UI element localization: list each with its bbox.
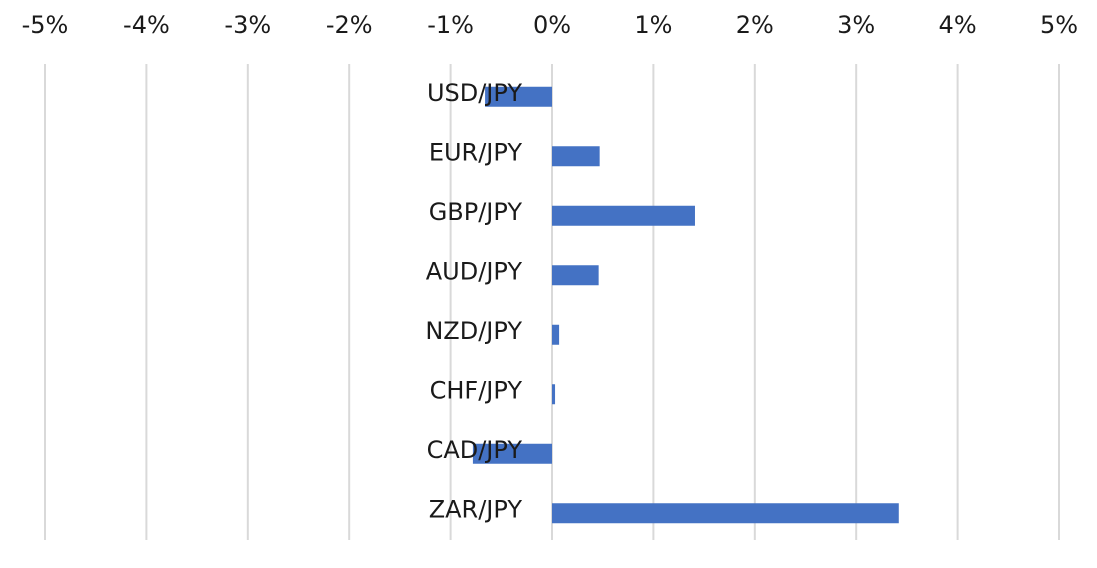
- bar: [552, 205, 695, 226]
- x-tick-label: -4%: [123, 11, 170, 39]
- x-tick-label: 3%: [837, 11, 875, 39]
- category-label: ZAR/JPY: [429, 495, 523, 523]
- x-tick-label: -2%: [326, 11, 373, 39]
- bar: [472, 443, 552, 464]
- gridlines: [44, 64, 1060, 540]
- bar: [552, 265, 599, 286]
- category-label: CHF/JPY: [430, 376, 523, 404]
- x-tick-label: 0%: [533, 11, 571, 39]
- x-tick-label: 4%: [939, 11, 977, 39]
- bar: [485, 86, 552, 107]
- category-label: AUD/JPY: [426, 257, 523, 285]
- x-tick-label: 5%: [1040, 11, 1078, 39]
- x-tick-label: -3%: [224, 11, 271, 39]
- bar: [552, 503, 899, 524]
- category-labels: USD/JPY EUR/JPY GBP/JPY AUD/JPY NZD/JPY CHF/J…: [425, 79, 522, 524]
- bar: [552, 146, 600, 167]
- category-label: USD/JPY: [427, 79, 522, 107]
- x-tick-label: 2%: [736, 11, 774, 39]
- bar: [552, 324, 560, 345]
- category-label: CAD/JPY: [427, 436, 523, 464]
- category-label: GBP/JPY: [429, 198, 523, 226]
- bar: [552, 384, 556, 405]
- x-tick-label: 1%: [634, 11, 672, 39]
- bars: [472, 86, 899, 524]
- x-tick-label: -1%: [427, 11, 474, 39]
- x-tick-label: -5%: [22, 11, 69, 39]
- category-label: NZD/JPY: [425, 317, 522, 345]
- x-axis-tick-labels: -5% -4% -3% -2% -1% 0% 1% 2% 3% 4% 5%: [22, 11, 1078, 39]
- category-label: EUR/JPY: [429, 138, 523, 166]
